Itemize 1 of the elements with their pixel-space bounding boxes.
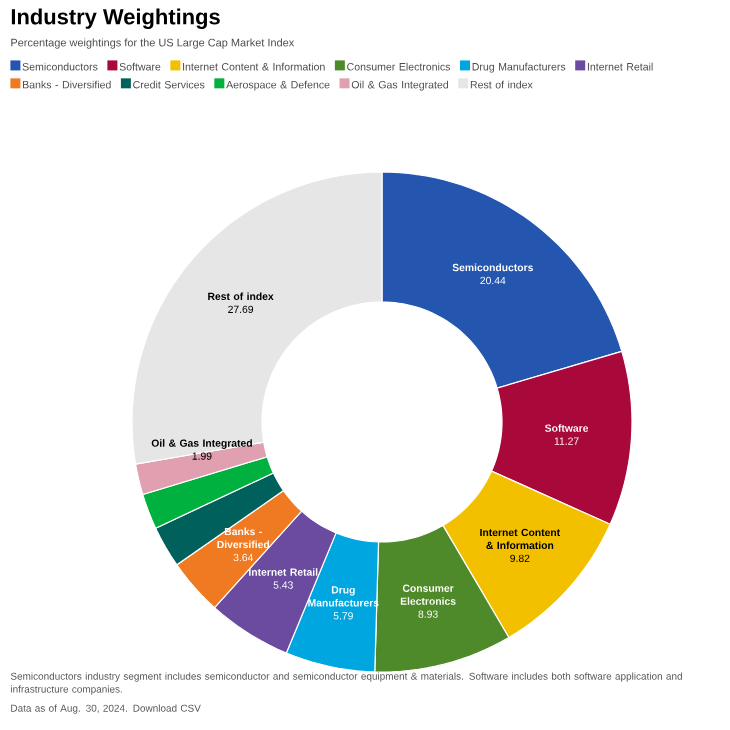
chart-title: Industry Weightings: [11, 8, 220, 29]
